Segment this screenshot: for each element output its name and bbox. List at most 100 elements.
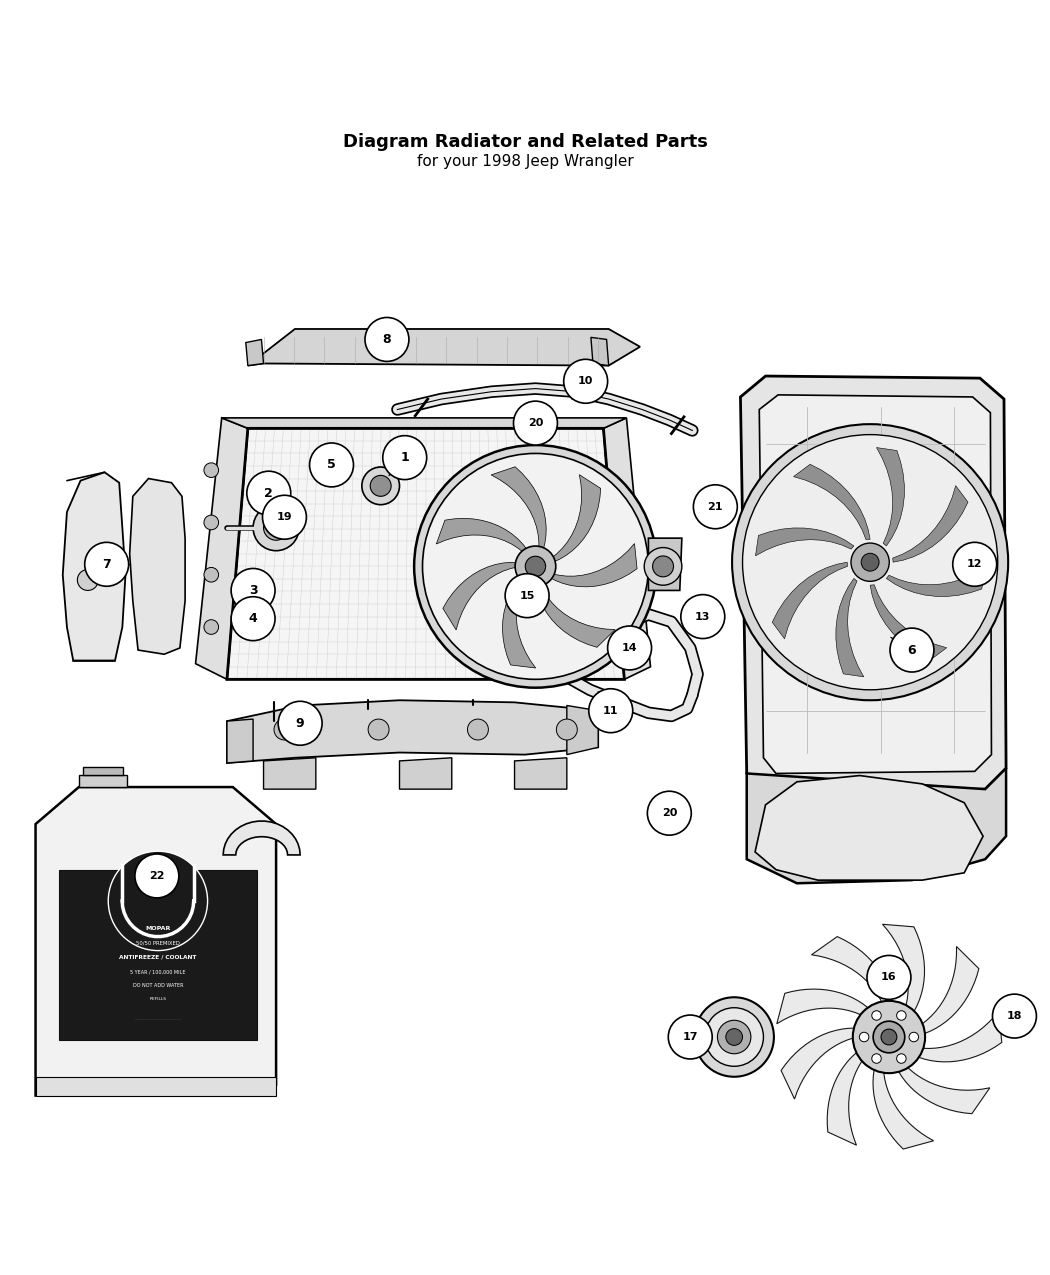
Polygon shape xyxy=(224,821,300,856)
Circle shape xyxy=(414,445,657,687)
Polygon shape xyxy=(591,338,609,366)
Text: 22: 22 xyxy=(149,871,165,881)
Polygon shape xyxy=(503,578,536,668)
Circle shape xyxy=(890,629,933,672)
Polygon shape xyxy=(59,871,257,1040)
Polygon shape xyxy=(777,989,868,1024)
Circle shape xyxy=(247,472,291,515)
Circle shape xyxy=(653,556,673,576)
Polygon shape xyxy=(443,562,519,630)
Polygon shape xyxy=(227,428,625,680)
Polygon shape xyxy=(772,562,847,639)
Text: 6: 6 xyxy=(907,644,917,657)
Circle shape xyxy=(556,719,578,739)
Polygon shape xyxy=(222,418,627,428)
Polygon shape xyxy=(649,538,681,590)
Polygon shape xyxy=(36,1077,276,1095)
Polygon shape xyxy=(781,1028,854,1099)
Polygon shape xyxy=(536,583,615,648)
Circle shape xyxy=(694,997,774,1077)
Polygon shape xyxy=(399,757,452,789)
Text: 4: 4 xyxy=(249,612,257,625)
Circle shape xyxy=(383,436,426,479)
Circle shape xyxy=(874,1021,905,1053)
Text: 10: 10 xyxy=(578,376,593,386)
Circle shape xyxy=(505,574,549,617)
Polygon shape xyxy=(882,924,924,1011)
Circle shape xyxy=(365,317,408,361)
Text: 12: 12 xyxy=(967,560,983,570)
Circle shape xyxy=(853,1001,925,1074)
Circle shape xyxy=(861,553,879,571)
Polygon shape xyxy=(491,467,546,551)
Text: 50/50 PREMIXED: 50/50 PREMIXED xyxy=(136,941,180,946)
Circle shape xyxy=(726,1029,742,1045)
Text: 21: 21 xyxy=(708,502,723,511)
Circle shape xyxy=(850,543,889,581)
Polygon shape xyxy=(827,1053,862,1145)
Circle shape xyxy=(204,463,218,478)
Polygon shape xyxy=(437,519,528,553)
Text: 15: 15 xyxy=(520,590,534,601)
Text: DO NOT ADD WATER: DO NOT ADD WATER xyxy=(132,983,183,988)
Circle shape xyxy=(78,570,99,590)
Polygon shape xyxy=(873,1070,933,1149)
Circle shape xyxy=(998,1010,1010,1023)
Polygon shape xyxy=(264,757,316,789)
Circle shape xyxy=(513,402,558,445)
Polygon shape xyxy=(740,376,1006,792)
Circle shape xyxy=(204,620,218,635)
Polygon shape xyxy=(604,418,651,680)
Circle shape xyxy=(422,454,649,680)
Circle shape xyxy=(909,1033,919,1042)
Text: 2: 2 xyxy=(265,487,273,500)
Polygon shape xyxy=(899,1067,990,1113)
Text: 13: 13 xyxy=(695,612,711,622)
Polygon shape xyxy=(919,1011,1002,1062)
Circle shape xyxy=(732,425,1008,700)
Circle shape xyxy=(264,515,289,541)
Polygon shape xyxy=(747,769,1006,884)
Text: 20: 20 xyxy=(662,808,677,819)
Circle shape xyxy=(231,569,275,612)
Circle shape xyxy=(705,1007,763,1066)
Polygon shape xyxy=(567,705,598,755)
Text: for your 1998 Jeep Wrangler: for your 1998 Jeep Wrangler xyxy=(417,154,633,170)
Text: Diagram Radiator and Related Parts: Diagram Radiator and Related Parts xyxy=(342,133,708,150)
Polygon shape xyxy=(549,543,637,586)
Circle shape xyxy=(564,360,608,403)
Polygon shape xyxy=(836,579,864,677)
Text: 19: 19 xyxy=(276,513,292,523)
Polygon shape xyxy=(755,775,983,880)
Polygon shape xyxy=(812,937,891,1002)
Text: 5: 5 xyxy=(328,459,336,472)
Polygon shape xyxy=(195,418,248,680)
Polygon shape xyxy=(227,700,598,762)
Circle shape xyxy=(717,1020,751,1053)
Polygon shape xyxy=(923,946,979,1034)
Circle shape xyxy=(992,994,1036,1038)
Circle shape xyxy=(467,719,488,739)
Circle shape xyxy=(867,955,911,1000)
Circle shape xyxy=(872,1011,881,1020)
Polygon shape xyxy=(514,757,567,789)
Text: 9: 9 xyxy=(296,717,304,729)
Text: 17: 17 xyxy=(682,1031,698,1042)
Circle shape xyxy=(952,542,996,586)
Polygon shape xyxy=(550,474,601,562)
Polygon shape xyxy=(130,478,185,654)
Polygon shape xyxy=(79,775,127,787)
Circle shape xyxy=(204,567,218,583)
Circle shape xyxy=(108,852,208,951)
Circle shape xyxy=(371,476,392,496)
Polygon shape xyxy=(36,787,276,1095)
Circle shape xyxy=(589,688,633,733)
Text: 18: 18 xyxy=(1007,1011,1023,1021)
Circle shape xyxy=(525,556,546,576)
Polygon shape xyxy=(794,464,870,539)
Circle shape xyxy=(204,515,218,530)
Polygon shape xyxy=(755,528,854,556)
Circle shape xyxy=(897,1053,906,1063)
Polygon shape xyxy=(83,768,123,775)
Polygon shape xyxy=(877,448,904,546)
